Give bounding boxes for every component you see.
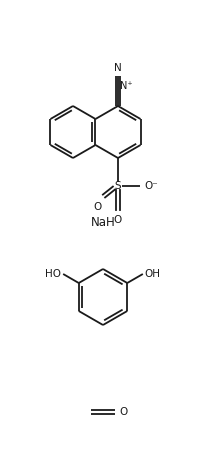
Text: S: S	[114, 181, 121, 191]
Text: N⁺: N⁺	[119, 81, 132, 91]
Text: O: O	[113, 215, 122, 225]
Text: OH: OH	[144, 269, 160, 279]
Text: O: O	[118, 407, 127, 417]
Text: O⁻: O⁻	[143, 181, 157, 191]
Text: HO: HO	[45, 269, 61, 279]
Text: O: O	[94, 202, 102, 212]
Text: NaH: NaH	[90, 216, 115, 228]
Text: N: N	[114, 63, 121, 73]
